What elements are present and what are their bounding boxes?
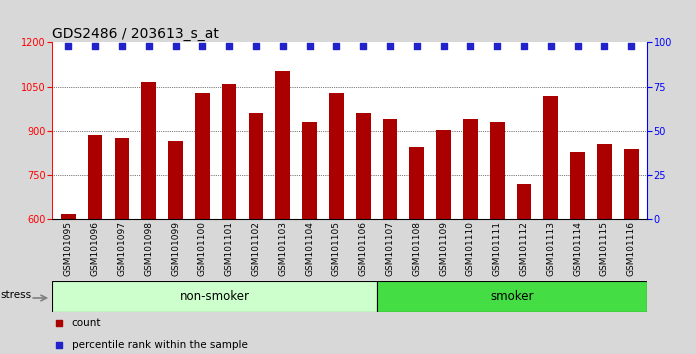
Bar [570, 152, 585, 219]
Bar [377, 281, 647, 312]
Point [170, 43, 181, 49]
Bar [516, 184, 531, 219]
Bar [222, 84, 237, 219]
Bar [141, 82, 156, 219]
Point [545, 43, 556, 49]
Bar [52, 281, 377, 312]
Bar [302, 122, 317, 219]
Point [411, 43, 422, 49]
Bar [115, 138, 129, 219]
Text: percentile rank within the sample: percentile rank within the sample [72, 339, 248, 350]
Point [331, 43, 342, 49]
Point [197, 43, 208, 49]
Bar [88, 135, 102, 219]
Point [277, 43, 288, 49]
Point [599, 43, 610, 49]
Point [251, 43, 262, 49]
Bar [463, 119, 477, 219]
Text: GDS2486 / 203613_s_at: GDS2486 / 203613_s_at [52, 28, 219, 41]
Point [54, 342, 65, 348]
Bar [248, 113, 263, 219]
Point [384, 43, 395, 49]
Text: count: count [72, 318, 102, 329]
Bar [544, 96, 558, 219]
Bar [329, 93, 344, 219]
Text: stress: stress [0, 290, 31, 300]
Point [90, 43, 101, 49]
Bar [276, 70, 290, 219]
Bar [61, 213, 76, 219]
Point [626, 43, 637, 49]
Point [491, 43, 503, 49]
Bar [490, 122, 505, 219]
Bar [168, 141, 183, 219]
Point [116, 43, 127, 49]
Point [438, 43, 449, 49]
Point [519, 43, 530, 49]
Point [304, 43, 315, 49]
Bar [624, 149, 638, 219]
Point [54, 321, 65, 326]
Point [572, 43, 583, 49]
Bar [383, 119, 397, 219]
Point [223, 43, 235, 49]
Text: smoker: smoker [490, 290, 534, 303]
Bar [409, 147, 424, 219]
Bar [436, 130, 451, 219]
Point [358, 43, 369, 49]
Point [465, 43, 476, 49]
Point [63, 43, 74, 49]
Point [143, 43, 155, 49]
Bar [195, 93, 209, 219]
Bar [356, 113, 370, 219]
Bar [597, 144, 612, 219]
Text: non-smoker: non-smoker [180, 290, 249, 303]
